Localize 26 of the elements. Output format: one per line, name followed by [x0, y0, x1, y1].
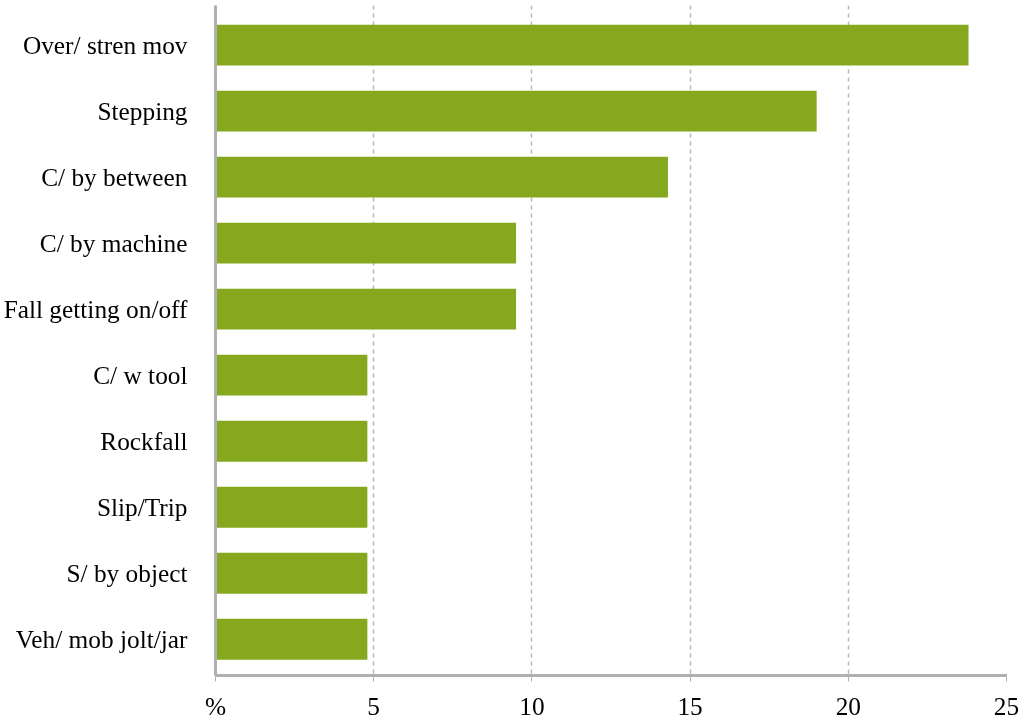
y-tick-label: C/ by machine: [39, 229, 188, 258]
x-tick-label: 15: [677, 691, 703, 720]
bar: [215, 354, 368, 396]
bar: [215, 90, 817, 132]
y-tick-label: Rockfall: [100, 427, 188, 456]
bar: [215, 288, 517, 330]
bar: [215, 618, 368, 660]
y-tick-label: C/ w tool: [93, 361, 188, 390]
y-tick-label: C/ by between: [41, 163, 188, 192]
bar: [215, 486, 368, 528]
x-tick-label: 25: [993, 691, 1020, 720]
x-tick-label: 20: [835, 691, 861, 720]
y-tick-label: Over/ stren mov: [22, 31, 188, 60]
bar: [215, 552, 368, 594]
bar: [215, 156, 668, 198]
y-tick-label: Veh/ mob jolt/jar: [15, 625, 189, 654]
y-tick-label: Slip/Trip: [96, 493, 188, 522]
x-tick-label: 10: [519, 691, 545, 720]
x-tick-label: 5: [367, 691, 381, 720]
y-tick-label: Fall getting on/off: [3, 295, 189, 324]
y-tick-label: Stepping: [97, 97, 188, 126]
y-tick-label: S/ by object: [66, 559, 188, 588]
bar: [215, 24, 969, 66]
bar: [215, 420, 368, 462]
x-tick-label: %: [204, 691, 227, 720]
bar: [215, 222, 517, 264]
